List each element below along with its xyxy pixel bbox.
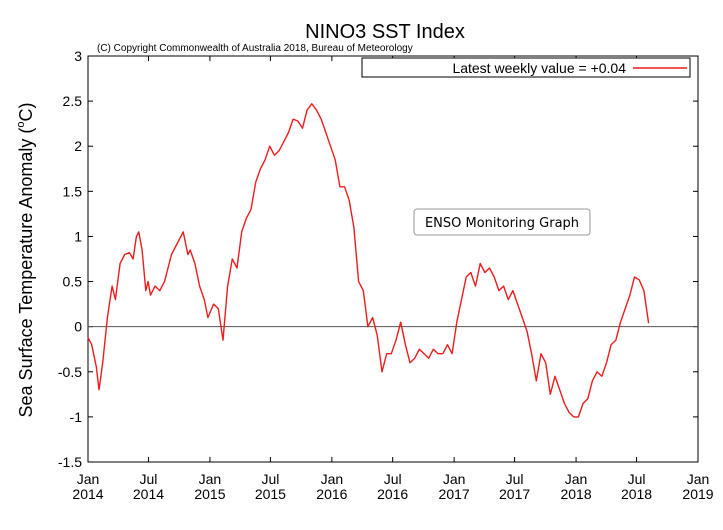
- y-axis: 3 2.5 2 1.5 1 0.5 0 -0.5 -1 -1.5: [58, 48, 698, 470]
- x-tick-label-month: Jan: [443, 471, 466, 487]
- enso-badge-box: [413, 208, 591, 236]
- x-tick-label-year: 2018: [560, 486, 591, 502]
- x-tick-label-month: Jul: [628, 471, 646, 487]
- y-tick-label: 2: [74, 138, 82, 154]
- x-tick-label-year: 2014: [72, 486, 103, 502]
- x-tick-label-year: 2019: [682, 486, 713, 502]
- x-tick-label-year: 2014: [133, 486, 164, 502]
- legend-label: Latest weekly value = +0.04: [452, 60, 626, 76]
- x-tick-label-month: Jan: [77, 471, 100, 487]
- x-tick-label-year: 2017: [439, 486, 470, 502]
- x-tick-label-month: Jan: [199, 471, 222, 487]
- x-tick-label-month: Jul: [261, 471, 279, 487]
- x-tick-label-month: Jan: [687, 471, 710, 487]
- x-tick-label-month: Jul: [140, 471, 158, 487]
- x-tick-label-year: 2015: [255, 486, 286, 502]
- y-tick-label: -1.5: [58, 454, 82, 470]
- x-tick-label-year: 2016: [316, 486, 347, 502]
- y-axis-label: Sea Surface Temperature Anomaly (oC): [15, 103, 36, 418]
- y-tick-label: 0.5: [63, 274, 83, 290]
- enso-badge: ENSO Monitoring Graph: [413, 208, 591, 236]
- x-tick-label-month: Jan: [565, 471, 588, 487]
- x-tick-label-year: 2015: [194, 486, 225, 502]
- x-tick-label-year: 2016: [377, 486, 408, 502]
- series-line-nino3: [87, 103, 650, 418]
- y-tick-label: 1.5: [63, 183, 83, 199]
- enso-badge-label: ENSO Monitoring Graph: [425, 216, 579, 231]
- x-tick-label-month: Jan: [321, 471, 344, 487]
- y-tick-label: -1: [70, 409, 83, 425]
- x-axis: Jan2014Jul2014Jan2015Jul2015Jan2016Jul20…: [72, 56, 714, 502]
- y-tick-label: 2.5: [63, 93, 83, 109]
- chart-title: NINO3 SST Index: [305, 21, 465, 43]
- x-tick-label-month: Jul: [384, 471, 402, 487]
- x-tick-label-month: Jul: [506, 471, 524, 487]
- y-tick-label: 0: [74, 319, 82, 335]
- legend-box: [361, 57, 691, 78]
- y-tick-label: 1: [74, 228, 82, 244]
- x-tick-label-year: 2017: [499, 486, 530, 502]
- y-tick-label: -0.5: [58, 364, 82, 380]
- plot-area: [87, 55, 699, 463]
- y-tick-label: 3: [74, 48, 82, 64]
- x-tick-label-year: 2018: [621, 486, 652, 502]
- legend: Latest weekly value = +0.04: [361, 57, 691, 78]
- copyright-note: (C) Copyright Commonwealth of Australia …: [97, 43, 413, 54]
